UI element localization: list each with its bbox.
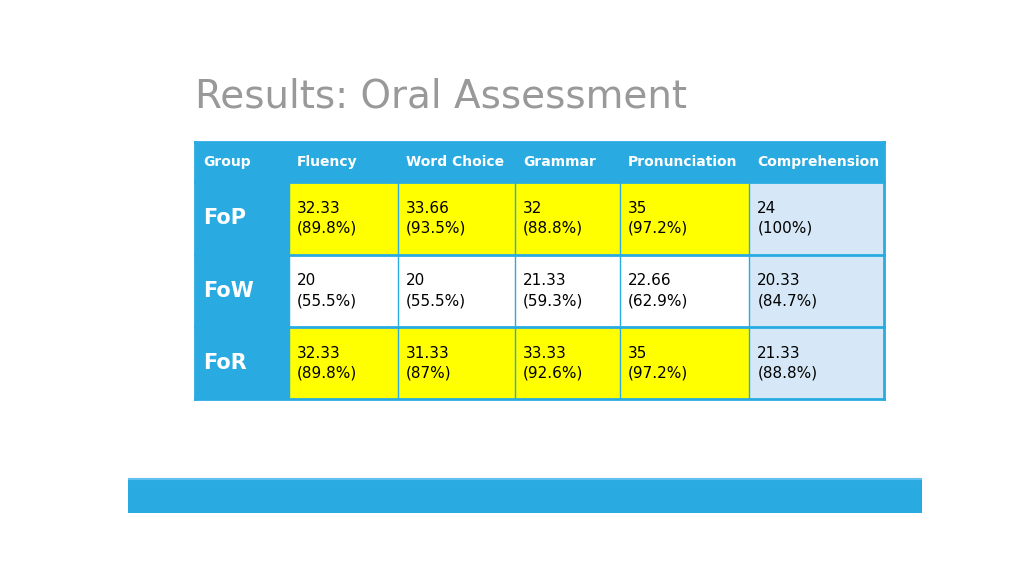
Text: Pronunciation: Pronunciation: [628, 156, 737, 169]
Bar: [620, 142, 750, 182]
Bar: [289, 327, 398, 399]
Text: 35
(97.2%): 35 (97.2%): [628, 201, 688, 236]
Bar: [750, 327, 885, 399]
Text: 21.33
(88.8%): 21.33 (88.8%): [758, 346, 817, 380]
Text: Grammar: Grammar: [523, 156, 596, 169]
Text: 22.66
(62.9%): 22.66 (62.9%): [628, 273, 688, 308]
Bar: [515, 142, 620, 182]
Bar: [289, 142, 398, 182]
Bar: [289, 255, 398, 327]
Text: 33.66
(93.5%): 33.66 (93.5%): [406, 201, 466, 236]
Bar: [515, 255, 620, 327]
Bar: [196, 255, 289, 327]
Text: 31.33
(87%): 31.33 (87%): [406, 346, 452, 380]
Text: Results: Oral Assessment: Results: Oral Assessment: [196, 78, 687, 116]
Bar: [750, 255, 885, 327]
Text: 20
(55.5%): 20 (55.5%): [406, 273, 466, 308]
Text: 32.33
(89.8%): 32.33 (89.8%): [297, 346, 357, 380]
Text: 32.33
(89.8%): 32.33 (89.8%): [297, 201, 357, 236]
Bar: [128, 479, 922, 513]
Bar: [515, 327, 620, 399]
Bar: [620, 182, 750, 255]
Bar: [397, 182, 515, 255]
Bar: [289, 182, 398, 255]
Text: Group: Group: [204, 156, 251, 169]
Text: 32
(88.8%): 32 (88.8%): [523, 201, 584, 236]
Text: Fluency: Fluency: [297, 156, 357, 169]
Bar: [750, 182, 885, 255]
Text: 20.33
(84.7%): 20.33 (84.7%): [758, 273, 817, 308]
Text: FoP: FoP: [204, 209, 247, 228]
Bar: [620, 255, 750, 327]
Text: 21.33
(59.3%): 21.33 (59.3%): [523, 273, 584, 308]
Bar: [620, 327, 750, 399]
Text: FoW: FoW: [204, 281, 254, 301]
Text: 35
(97.2%): 35 (97.2%): [628, 346, 688, 380]
Bar: [397, 327, 515, 399]
Bar: [750, 142, 885, 182]
Bar: [196, 182, 289, 255]
Bar: [196, 142, 289, 182]
Text: 24
(100%): 24 (100%): [758, 201, 813, 236]
Text: Comprehension: Comprehension: [758, 156, 880, 169]
Bar: [397, 255, 515, 327]
Text: FoR: FoR: [204, 353, 247, 373]
Bar: [515, 182, 620, 255]
Text: 33.33
(92.6%): 33.33 (92.6%): [523, 346, 584, 380]
Bar: [397, 142, 515, 182]
Text: 20
(55.5%): 20 (55.5%): [297, 273, 357, 308]
Text: Word Choice: Word Choice: [406, 156, 504, 169]
Bar: [196, 327, 289, 399]
